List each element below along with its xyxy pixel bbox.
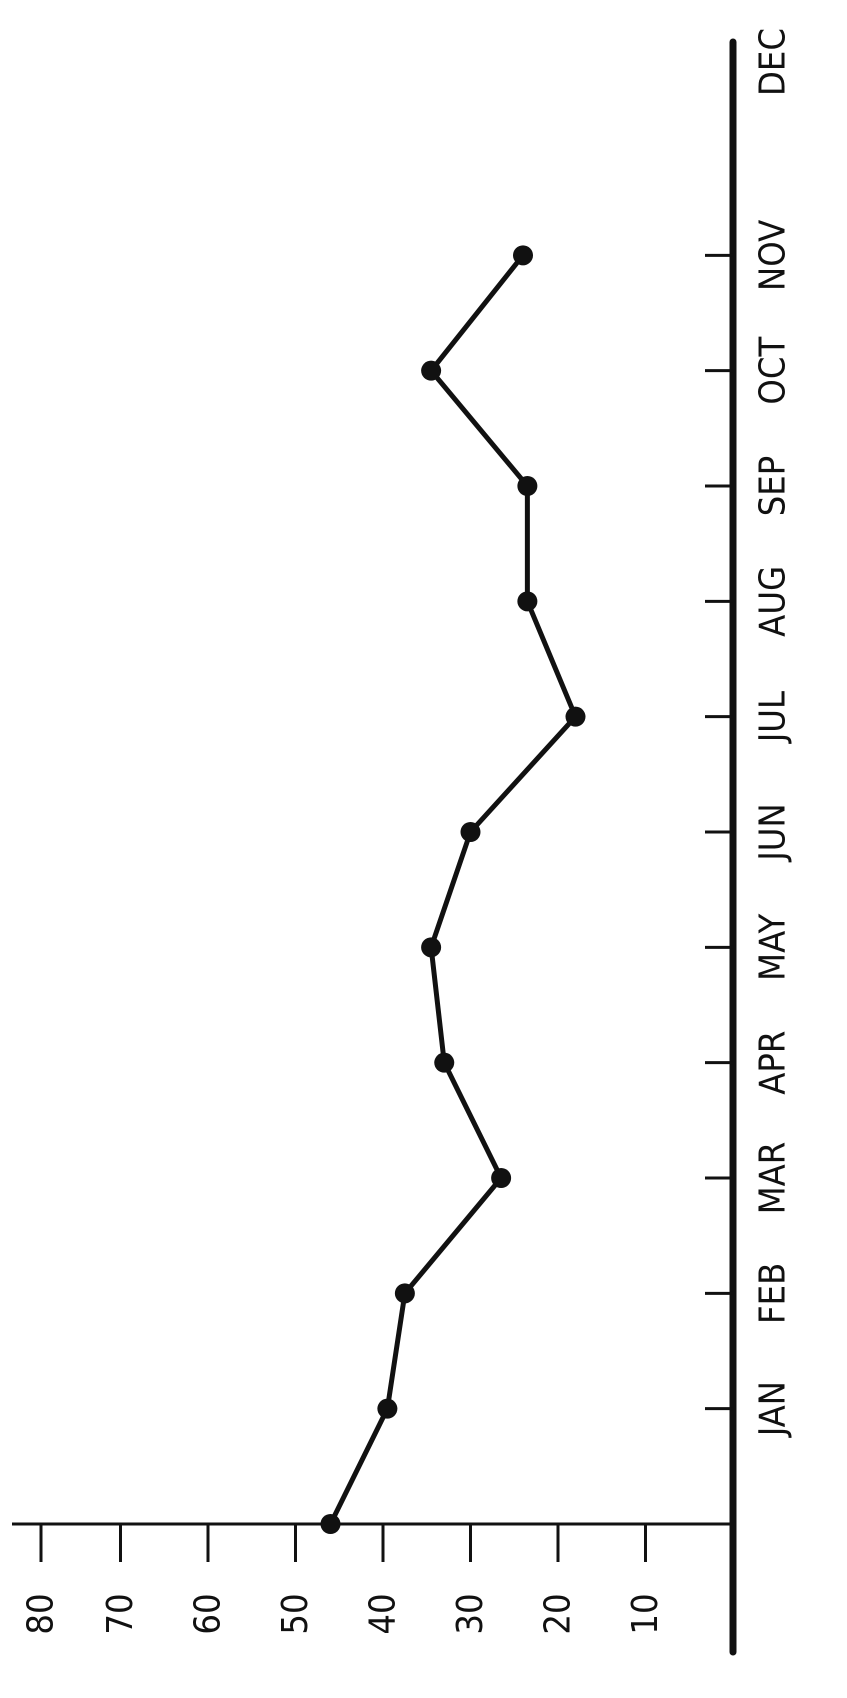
y-tick-label-50: 50	[275, 1593, 316, 1634]
y-tick-label-80: 80	[21, 1593, 62, 1634]
data-point-6	[460, 822, 481, 842]
x-tick-label-dec: DEC	[753, 28, 794, 96]
y-tick-label-60: 60	[188, 1593, 229, 1634]
x-tick-label-mar: MAR	[753, 1142, 794, 1215]
x-tick-label-may: MAY	[753, 914, 794, 981]
x-tick-label-oct: OCT	[753, 337, 794, 405]
data-point-7	[565, 706, 586, 727]
y-tick-label-30: 30	[450, 1593, 491, 1634]
data-point-1	[377, 1398, 398, 1419]
chart-labels: JAN FEB MAR APR MAY JUN JUL AUG SEP OCT NOV DEC 10 20…	[21, 28, 794, 1635]
x-tick-label-jun: JUN	[753, 803, 794, 862]
data-point-8	[517, 591, 538, 612]
x-tick-label-nov: NOV	[753, 220, 794, 291]
chart-axes	[12, 38, 737, 1656]
series-line	[328, 253, 578, 1526]
x-tick-label-jan: JAN	[753, 1381, 794, 1438]
data-point-0	[320, 1514, 341, 1534]
x-tick-label-sep: SEP	[753, 456, 794, 517]
y-tick-label-20: 20	[538, 1593, 579, 1634]
data-point-5	[421, 937, 442, 958]
y-tick-label-70: 70	[100, 1593, 141, 1634]
data-point-3	[491, 1168, 512, 1188]
chart-series	[320, 245, 586, 1534]
x-tick-label-apr: APR	[753, 1031, 794, 1095]
data-point-10	[421, 360, 442, 381]
x-tick-label-aug: AUG	[753, 566, 794, 637]
x-tick-label-feb: FEB	[753, 1263, 794, 1324]
chart-ticks	[39, 253, 733, 1562]
y-tick-label-40: 40	[363, 1593, 404, 1634]
y-tick-label-10: 10	[625, 1593, 666, 1634]
data-point-2	[394, 1283, 415, 1304]
x-tick-label-jul: JUL	[753, 691, 794, 744]
data-point-9	[517, 476, 538, 496]
data-point-4	[434, 1052, 455, 1073]
data-point-11	[513, 245, 533, 266]
